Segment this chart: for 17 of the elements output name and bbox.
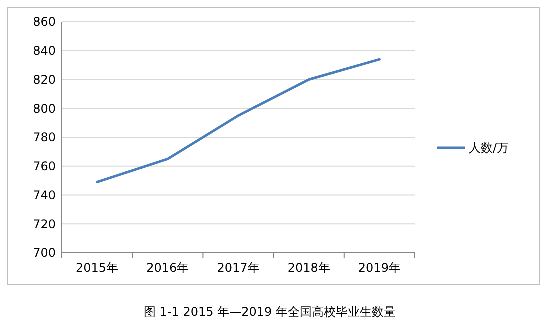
legend-label: 人数/万 (469, 141, 510, 156)
y-tick-label: 800 (33, 102, 56, 116)
y-tick-label: 760 (33, 160, 56, 174)
y-tick-label: 720 (33, 217, 56, 232)
y-tick-label: 780 (33, 130, 56, 145)
y-tick-label: 700 (33, 246, 56, 260)
x-tick-label: 2017年 (217, 261, 260, 275)
x-tick-label: 2018年 (288, 261, 330, 275)
y-tick-label: 820 (33, 72, 56, 87)
y-tick-label: 860 (33, 15, 56, 30)
line-series (96, 58, 381, 184)
y-tick-label: 840 (33, 44, 56, 58)
x-tick-label: 2015年 (76, 261, 119, 275)
x-tick-label: 2016年 (146, 261, 190, 275)
text: 图 1-1 2015 年—2019 年全国高校毕业生数量 (144, 305, 396, 319)
x-tick-label: 2019年 (358, 261, 401, 275)
y-tick-label: 740 (33, 188, 56, 202)
